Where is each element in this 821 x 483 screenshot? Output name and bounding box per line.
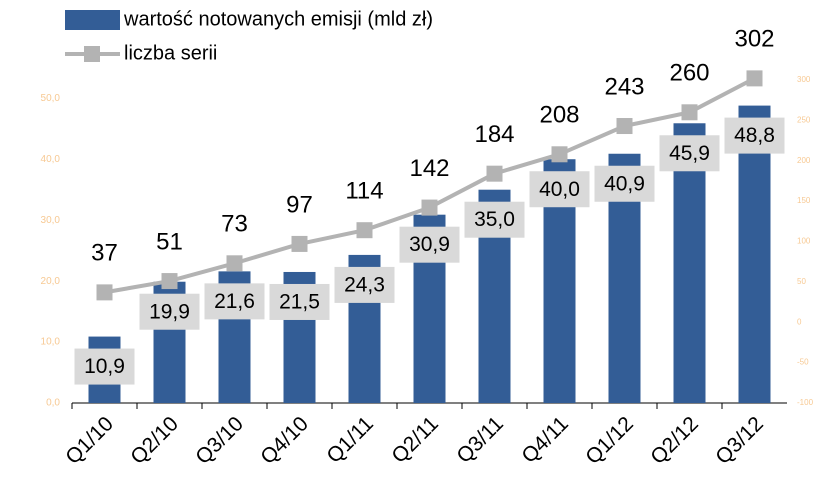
line-marker (421, 199, 438, 216)
y2-tick-label: 250 (797, 115, 811, 124)
y2-tick-label: -100 (797, 398, 814, 407)
data-label: 142 (409, 155, 449, 182)
legend-marker (84, 46, 100, 62)
y-tick-label: 30,0 (41, 215, 61, 226)
y-tick-label: 20,0 (41, 276, 61, 287)
data-label-box (724, 117, 785, 154)
y-tick-label: 50,0 (41, 93, 61, 104)
data-label: 40,9 (604, 172, 645, 195)
data-label-box (399, 226, 460, 263)
data-label-box (74, 348, 135, 385)
line-marker (616, 118, 633, 135)
data-label: 21,6 (214, 290, 255, 313)
legend-label: wartość notowanych emisji (mld zł) (123, 8, 433, 30)
y2-tick-label: 100 (797, 237, 811, 246)
data-label-box (464, 201, 525, 238)
legend-swatch (65, 10, 120, 30)
data-label: 24,3 (344, 273, 385, 296)
line-marker (96, 284, 113, 301)
x-tick-label: Q1/10 (61, 412, 118, 469)
y2-tick-label: 50 (797, 277, 806, 286)
x-tick-label: Q3/11 (452, 412, 508, 468)
line-marker (356, 222, 373, 239)
legend-label: liczba serii (124, 42, 217, 64)
data-label-box (139, 293, 200, 330)
y-tick-label: 0,0 (46, 398, 60, 409)
x-tick-label: Q1/12 (581, 412, 638, 469)
data-label: 30,9 (409, 233, 450, 256)
data-label: 21,5 (279, 291, 320, 314)
data-label: 35,0 (474, 208, 515, 231)
data-label: 73 (221, 211, 248, 238)
data-label-box (204, 283, 265, 320)
data-label-box (659, 135, 720, 172)
data-label-box (269, 283, 330, 320)
data-label-box (529, 171, 590, 208)
bar (738, 105, 771, 404)
x-tick-label: Q2/10 (126, 412, 183, 469)
data-label-box (334, 266, 395, 303)
y2-tick-label: 300 (797, 75, 811, 84)
data-label: 243 (604, 73, 644, 100)
x-tick-label: Q3/12 (711, 412, 768, 469)
y-tick-label: 40,0 (41, 154, 61, 165)
line-marker (226, 255, 243, 272)
data-label: 97 (286, 191, 313, 218)
y2-tick-label: 0 (797, 317, 802, 326)
x-tick-label: Q2/11 (387, 412, 443, 468)
data-label: 45,9 (669, 142, 710, 165)
y2-tick-label: 150 (797, 196, 811, 205)
line-marker (681, 104, 698, 121)
y-tick-label: 10,0 (41, 337, 61, 348)
x-tick-label: Q4/10 (256, 412, 313, 469)
data-label: 51 (156, 228, 183, 255)
data-label: 19,9 (149, 300, 190, 323)
data-label: 48,8 (734, 124, 775, 147)
data-label: 208 (539, 102, 579, 129)
data-label: 37 (91, 240, 118, 267)
data-label: 260 (669, 60, 709, 87)
line-marker (551, 146, 568, 163)
y2-tick-label: -50 (797, 358, 809, 367)
line-marker (486, 165, 503, 182)
data-label: 302 (734, 26, 774, 53)
x-tick-label: Q4/11 (517, 412, 573, 468)
data-label: 184 (474, 121, 514, 148)
x-tick-label: Q1/11 (322, 412, 378, 468)
x-tick-label: Q3/10 (191, 412, 248, 469)
data-label-box (594, 165, 655, 202)
x-tick-label: Q2/12 (646, 412, 703, 469)
data-label: 10,9 (84, 355, 125, 378)
data-label: 114 (345, 178, 383, 205)
line-marker (746, 70, 763, 87)
y2-tick-label: 200 (797, 156, 811, 165)
line-marker (291, 235, 308, 252)
line-marker (161, 273, 178, 290)
data-label: 40,0 (539, 178, 580, 201)
